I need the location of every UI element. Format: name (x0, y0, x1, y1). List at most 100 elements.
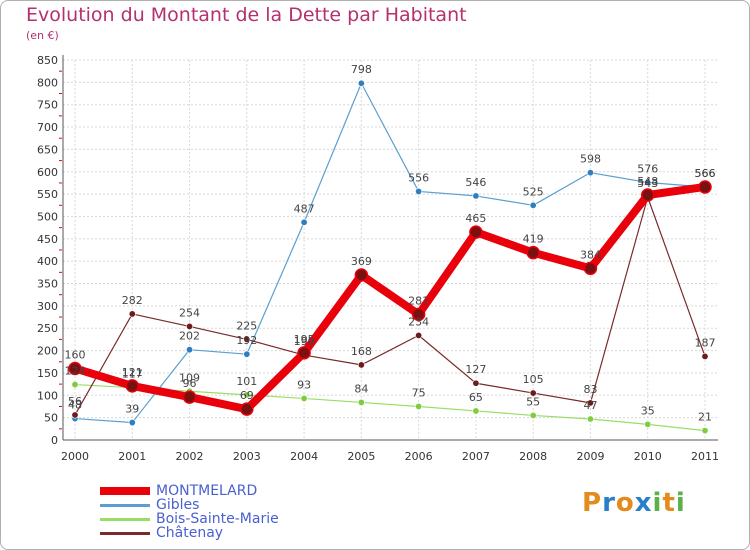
data-point (128, 310, 136, 318)
data-point (469, 225, 483, 239)
data-point (701, 352, 709, 360)
legend-swatch-montmelard (100, 487, 150, 495)
brand-letter: t (662, 488, 676, 518)
legend-swatch-gibles (100, 503, 150, 507)
brand-letter: r (602, 488, 616, 518)
brand-letter: i (675, 488, 686, 518)
x-tick-label: 2009 (576, 450, 604, 463)
data-label: 93 (297, 378, 311, 391)
data-label: 160 (65, 348, 86, 361)
data-label: 47 (583, 399, 597, 412)
data-label: 566 (695, 167, 716, 180)
x-tick-label: 2002 (176, 450, 204, 463)
data-label: 369 (351, 255, 372, 268)
data-point (71, 411, 79, 419)
y-tick-label: 200 (37, 345, 58, 358)
data-point (644, 178, 652, 186)
y-tick-label: 400 (37, 255, 58, 268)
data-point (526, 245, 540, 260)
data-label: 121 (122, 366, 143, 379)
y-tick-label: 450 (37, 233, 58, 246)
data-label: 202 (179, 330, 200, 343)
data-label: 127 (465, 363, 486, 376)
data-point (68, 361, 82, 376)
legend-item-chatenay[interactable]: Châtenay (100, 526, 279, 540)
data-point (415, 331, 423, 339)
data-label: 195 (294, 333, 315, 346)
data-label: 234 (408, 315, 429, 328)
x-tick-label: 2004 (290, 450, 318, 463)
data-point (243, 335, 251, 343)
y-tick-label: 650 (37, 143, 58, 156)
data-label: 187 (695, 336, 716, 349)
x-tick-label: 2010 (634, 450, 662, 463)
data-point (125, 379, 140, 393)
y-tick-label: 300 (37, 300, 58, 313)
data-point (583, 261, 598, 276)
data-label: 48 (68, 399, 82, 412)
chart-title: Evolution du Montant de la Dette par Hab… (26, 4, 467, 26)
data-label: 225 (236, 319, 257, 332)
legend: MONTMELARD Gibles Bois-Sainte-Marie Chât… (100, 484, 279, 540)
data-label: 548 (637, 175, 658, 188)
data-label: 543 (637, 177, 658, 190)
data-label: 525 (523, 185, 544, 198)
series-line-gibles (74, 82, 706, 424)
data-label: 96 (183, 377, 197, 390)
y-tick-label: 800 (37, 76, 58, 89)
data-point (586, 415, 594, 423)
legend-item-gibles[interactable]: Gibles (100, 498, 279, 512)
data-point (415, 402, 423, 410)
data-point (415, 187, 423, 195)
legend-item-montmelard[interactable]: MONTMELARD (100, 484, 279, 498)
data-point (411, 307, 426, 322)
data-point (240, 402, 254, 416)
y-tick-label: 750 (37, 99, 58, 112)
data-label: 75 (412, 386, 426, 399)
data-point (701, 427, 709, 435)
data-point (186, 322, 194, 330)
data-label: 124 (65, 365, 86, 378)
y-tick-label: 100 (37, 389, 58, 402)
data-point (300, 394, 308, 402)
data-label: 254 (179, 306, 200, 319)
data-label: 84 (354, 382, 368, 395)
legend-label: Gibles (156, 497, 200, 513)
data-point (586, 399, 594, 407)
data-point (529, 411, 537, 419)
legend-label: Bois-Sainte-Marie (156, 511, 279, 527)
legend-item-bois-sainte-marie[interactable]: Bois-Sainte-Marie (100, 512, 279, 526)
data-point (300, 218, 308, 226)
data-point (357, 79, 365, 87)
series-line-ch-tenay (74, 196, 706, 416)
proxiti-logo: Proxiti (582, 488, 686, 518)
data-label: 56 (68, 395, 82, 408)
data-label: 576 (637, 162, 658, 175)
data-point (243, 391, 251, 399)
y-tick-label: 0 (51, 434, 58, 447)
chart-subtitle: (en €) (26, 29, 59, 42)
y-tick-label: 850 (37, 54, 58, 67)
data-label: 798 (351, 63, 372, 76)
data-label: 546 (465, 176, 486, 189)
brand-letter: P (582, 488, 603, 518)
y-tick-label: 150 (37, 367, 58, 380)
data-point (354, 268, 369, 282)
data-label: 419 (523, 233, 544, 246)
data-label: 35 (641, 404, 655, 417)
data-label: 566 (695, 167, 716, 180)
data-point (472, 192, 480, 200)
data-label: 101 (236, 375, 257, 388)
data-label: 117 (122, 368, 143, 381)
data-label: 487 (294, 202, 315, 215)
y-tick-label: 350 (37, 278, 58, 291)
data-label: 69 (240, 389, 254, 402)
x-tick-label: 2008 (519, 450, 547, 463)
data-point (182, 390, 197, 404)
y-tick-label: 600 (37, 166, 58, 179)
data-label: 282 (122, 294, 143, 307)
data-label: 83 (583, 383, 597, 396)
data-point (640, 188, 655, 202)
series-line-montmelard (71, 182, 709, 414)
data-label: 556 (408, 171, 429, 184)
